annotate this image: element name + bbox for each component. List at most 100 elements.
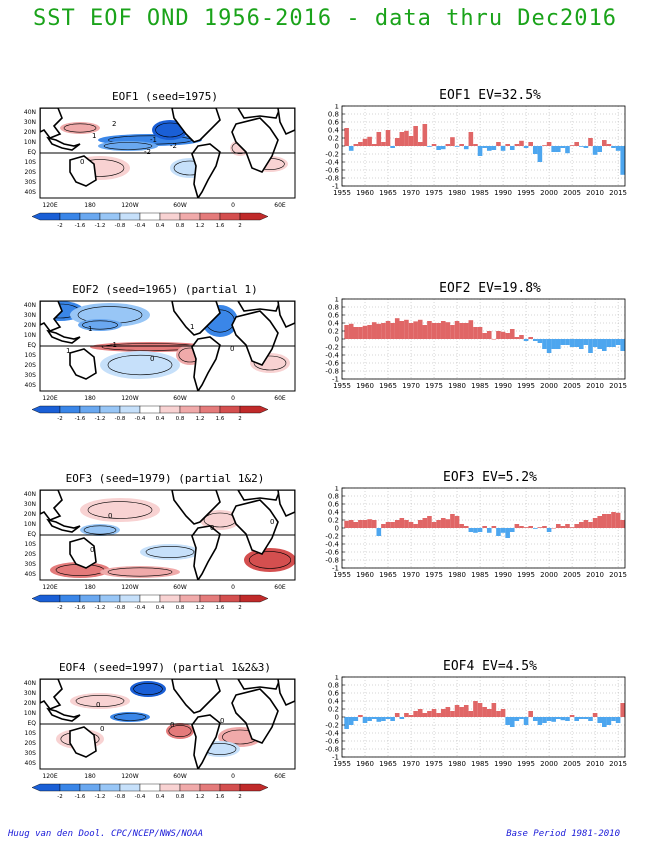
x-tick-label: 1955 [333, 760, 351, 768]
x-tick-label: 1960 [356, 760, 374, 768]
colorbar-label: -2 [57, 416, 62, 422]
colorbar-segment [99, 594, 121, 603]
colorbar-label: 0.8 [176, 223, 185, 229]
land-outline [46, 518, 81, 533]
y-tick-label: 0.6 [328, 501, 340, 509]
colorbar-segment [219, 594, 241, 603]
colorbar-label: 2 [238, 605, 242, 611]
y-tick-label: 0 [335, 714, 339, 722]
contour-label: 1 [66, 347, 70, 355]
y-tick-label: 0.2 [328, 706, 339, 714]
longitude-label: 180 [84, 202, 96, 209]
colorbar-segment [199, 594, 221, 603]
bar [463, 526, 469, 528]
latitude-label: 20S [25, 551, 37, 558]
bar [578, 339, 584, 349]
bar [583, 146, 589, 148]
bar [505, 717, 510, 725]
latitude-label: EQ [27, 531, 36, 538]
bar [422, 518, 428, 528]
land-outline [277, 108, 295, 136]
bar [344, 717, 349, 729]
map-title-eof4: EOF4 (seed=1997) (partial 1&2&3) [59, 661, 271, 674]
bar [445, 519, 451, 528]
latitude-label: EQ [27, 149, 36, 156]
contour-label: 0 [96, 701, 100, 709]
x-tick-label: 1975 [425, 382, 443, 390]
bar [509, 528, 515, 532]
y-tick-label: 0 [335, 143, 339, 151]
bar [436, 713, 441, 717]
bar [555, 717, 561, 719]
colorbar-label: 1.6 [216, 794, 225, 800]
map-fields: 1 -1 1 0 1 0 [40, 301, 295, 391]
chart-title-eof2: EOF2 EV=19.8% [439, 281, 541, 296]
bar [491, 703, 497, 717]
land-outline [277, 679, 295, 707]
bar [477, 528, 483, 532]
y-tick-label: -0.2 [325, 722, 339, 730]
x-tick-label: 1970 [402, 760, 420, 768]
bar [551, 528, 556, 529]
bar [574, 142, 579, 146]
longitude-label: 120E [42, 773, 57, 780]
contour-label: 0 [230, 345, 234, 353]
bar [505, 144, 510, 146]
bar [491, 526, 497, 528]
land-outline [69, 348, 97, 380]
colorbar-label: -0.4 [135, 794, 146, 800]
latitude-label: 30S [25, 561, 37, 568]
y-tick-label: 0.2 [328, 517, 339, 525]
contour-label: 1 [92, 132, 96, 140]
colorbar-segment [179, 783, 201, 792]
colorbar-label: 1.2 [196, 794, 205, 800]
y-tick-label: 0.8 [328, 682, 339, 690]
bar [519, 717, 524, 719]
bar [597, 717, 602, 723]
bar [390, 522, 395, 528]
bar [601, 140, 607, 146]
contour-label: -2 [170, 142, 177, 150]
contour-label: 0 [100, 725, 104, 733]
base-period-text: Base Period 1981-2010 [506, 829, 620, 839]
colorbar-label: -0.8 [115, 794, 126, 800]
bar [362, 325, 368, 339]
map-plot-area: 2 1 -1 -2 -2 0 [39, 107, 296, 199]
anomaly-shading [200, 510, 240, 530]
colorbar-label: 2 [238, 794, 242, 800]
bar [427, 711, 432, 717]
colorbar-label: -1.2 [95, 223, 106, 229]
longitude-label: 60E [274, 395, 286, 402]
latitude-label: 40N [24, 680, 36, 687]
y-tick-label: -0.8 [325, 368, 339, 376]
colorbar-segment [199, 405, 221, 414]
contour-line [63, 123, 97, 133]
bar [394, 318, 400, 339]
bar [376, 717, 382, 722]
bar [583, 520, 589, 528]
bar [560, 146, 566, 148]
map-plot-area: 1 -1 1 0 1 0 [39, 300, 296, 392]
bar [514, 717, 520, 721]
bar [601, 514, 607, 528]
map-title-eof2: EOF2 (seed=1965) (partial 1) [72, 283, 258, 296]
x-tick-label: 2015 [609, 571, 627, 579]
colorbar-segment [239, 405, 269, 414]
bar [601, 717, 607, 727]
bar [358, 715, 363, 717]
bar [560, 717, 566, 721]
bar [496, 528, 501, 536]
x-tick-label: 2005 [563, 382, 581, 390]
y-tick-label: -0.6 [325, 167, 339, 175]
latitude-label: 20N [24, 511, 36, 518]
credit-text: Huug van den Dool. CPC/NCEP/NWS/NOAA [8, 829, 204, 839]
land-outline [69, 155, 97, 187]
contour-line [75, 695, 125, 707]
bar [528, 526, 533, 528]
land-outline [46, 707, 81, 722]
bar [542, 526, 547, 528]
x-tick-label: 1985 [471, 571, 489, 579]
colorbar-label: -1.2 [95, 416, 106, 422]
